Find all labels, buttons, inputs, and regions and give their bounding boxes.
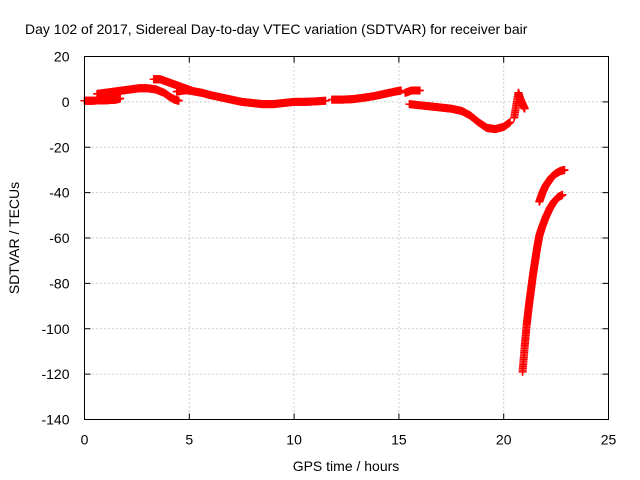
ticks (84, 56, 609, 420)
x-tick-label: 25 (601, 432, 617, 448)
x-tick-label: 10 (286, 432, 302, 448)
data-point (520, 104, 529, 113)
data-point (396, 86, 405, 95)
x-tick-label: 20 (496, 432, 512, 448)
data-point (321, 96, 330, 105)
data-points (80, 75, 569, 376)
y-tick-label: 20 (54, 49, 70, 65)
plot-frame (84, 56, 609, 420)
x-tick-label: 0 (81, 432, 89, 448)
y-tick-label: -60 (49, 230, 69, 246)
y-tick-labels: -140 -120 -100 -80 -60 -40 -20 0 20 (41, 49, 69, 428)
x-axis-label: GPS time / hours (293, 458, 400, 474)
y-tick-label: -100 (41, 321, 69, 337)
y-tick-label: -140 (41, 412, 69, 428)
grid (84, 56, 609, 420)
data-point (558, 190, 567, 199)
data-point (415, 86, 424, 95)
data-point (505, 118, 514, 127)
chart-title: Day 102 of 2017, Sidereal Day-to-day VTE… (25, 21, 528, 37)
x-tick-labels: 0 5 10 15 20 25 (81, 432, 617, 448)
x-tick-label: 5 (185, 432, 193, 448)
data-point (174, 96, 183, 105)
x-tick-label: 15 (391, 432, 407, 448)
data-point (116, 94, 125, 103)
y-tick-label: -80 (49, 275, 69, 291)
y-tick-label: 0 (62, 94, 70, 110)
y-axis-label: SDTVAR / TECUs (6, 182, 22, 294)
y-tick-label: -40 (49, 185, 69, 201)
y-tick-label: -120 (41, 366, 69, 382)
data-point (560, 165, 569, 174)
y-tick-label: -20 (49, 139, 69, 155)
